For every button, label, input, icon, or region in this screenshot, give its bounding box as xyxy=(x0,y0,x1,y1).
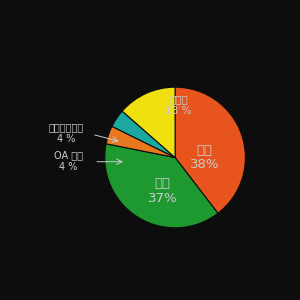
Wedge shape xyxy=(122,87,175,158)
Wedge shape xyxy=(105,144,218,228)
Text: 空調
38%: 空調 38% xyxy=(190,143,219,172)
Text: OA 機器
4 %: OA 機器 4 % xyxy=(54,150,83,172)
Text: エレベーター
4 %: エレベーター 4 % xyxy=(49,122,84,144)
Text: その他
13 %: その他 13 % xyxy=(165,94,192,116)
Wedge shape xyxy=(175,87,245,213)
Wedge shape xyxy=(112,111,175,158)
Text: 照明
37%: 照明 37% xyxy=(148,177,177,205)
Wedge shape xyxy=(106,126,175,158)
